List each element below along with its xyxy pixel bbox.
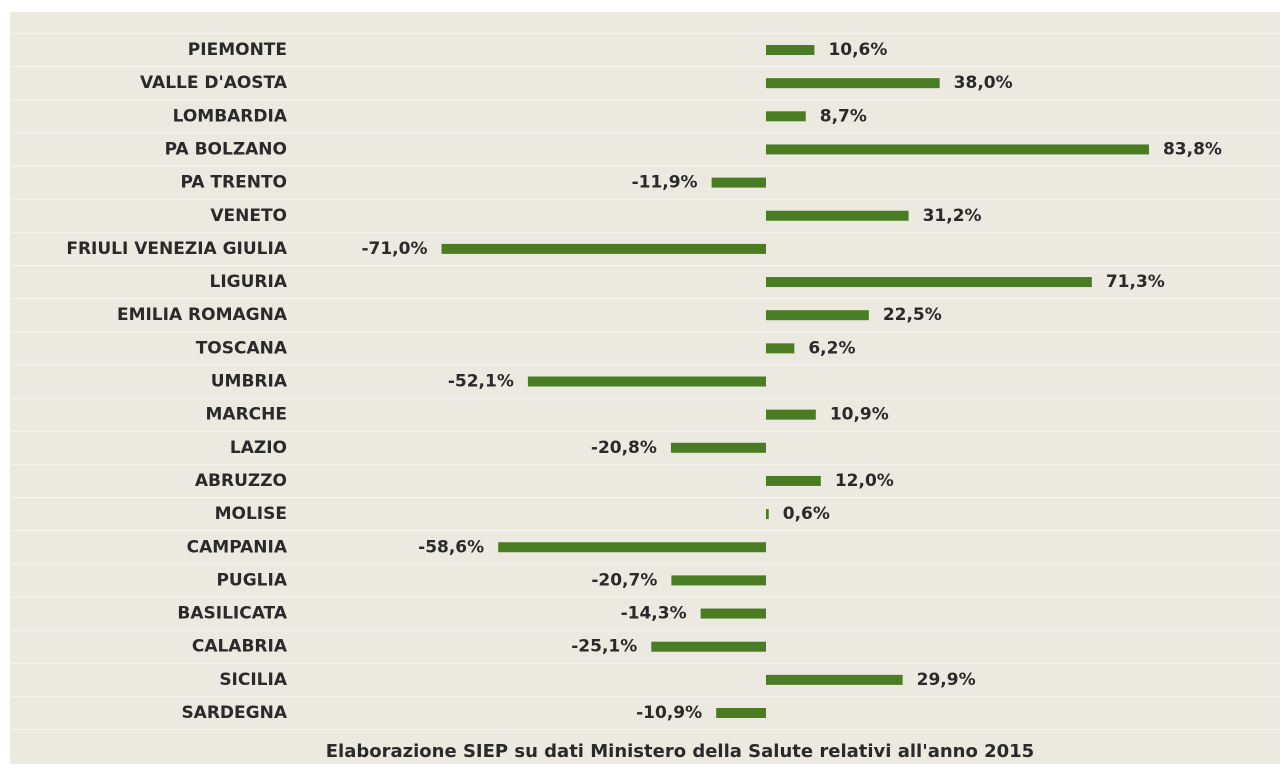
category-label: MARCHE — [206, 405, 287, 425]
category-label: LIGURIA — [210, 272, 288, 292]
bar — [766, 78, 940, 89]
bar — [766, 343, 795, 354]
bar — [766, 210, 909, 221]
value-label: 29,9% — [917, 670, 976, 690]
value-label: -10,9% — [636, 703, 702, 723]
bar — [766, 144, 1149, 155]
category-label: FRIULI VENEZIA GIULIA — [66, 239, 287, 259]
value-label: -52,1% — [448, 372, 514, 392]
bar — [651, 641, 766, 652]
value-label: -58,6% — [418, 537, 484, 557]
value-label: -20,7% — [591, 570, 657, 590]
category-label: PA TRENTO — [180, 173, 287, 193]
value-label: -71,0% — [361, 239, 427, 259]
value-label: 83,8% — [1163, 139, 1222, 159]
bar — [670, 442, 766, 453]
value-label: -20,8% — [591, 438, 657, 458]
value-label: 8,7% — [820, 106, 867, 126]
value-label: 71,3% — [1106, 272, 1165, 292]
category-label: TOSCANA — [196, 338, 288, 358]
category-label: EMILIA ROMAGNA — [117, 305, 288, 325]
category-label: VENETO — [210, 206, 287, 226]
category-label: UMBRIA — [211, 372, 288, 392]
bar — [766, 111, 806, 122]
value-label: 10,9% — [830, 405, 889, 425]
value-label: 12,0% — [835, 471, 894, 491]
category-label: MOLISE — [215, 504, 287, 524]
bar — [441, 243, 766, 254]
chart-caption: Elaborazione SIEP su dati Ministero dell… — [326, 741, 1034, 762]
bar — [711, 177, 766, 188]
bar — [766, 475, 821, 486]
category-label: VALLE D'AOSTA — [140, 73, 288, 93]
value-label: 6,2% — [808, 338, 855, 358]
category-label: ABRUZZO — [195, 471, 287, 491]
category-label: LAZIO — [230, 438, 287, 458]
bar — [671, 575, 766, 586]
category-label: PUGLIA — [216, 570, 287, 590]
bar — [527, 376, 766, 387]
value-label: 38,0% — [954, 73, 1013, 93]
category-label: CALABRIA — [192, 637, 288, 657]
category-label: PA BOLZANO — [165, 139, 287, 159]
category-label: LOMBARDIA — [173, 106, 288, 126]
bar — [766, 277, 1092, 288]
category-label: PIEMONTE — [188, 40, 287, 60]
bar — [766, 674, 903, 685]
bar — [766, 310, 869, 321]
category-label: SARDEGNA — [181, 703, 287, 723]
bar — [700, 608, 766, 619]
value-label: 22,5% — [883, 305, 942, 325]
value-label: -14,3% — [621, 604, 687, 624]
bar — [766, 45, 815, 55]
category-label: CAMPANIA — [187, 537, 288, 557]
plot-background — [10, 12, 1280, 764]
bar — [766, 509, 769, 520]
value-label: 0,6% — [783, 504, 830, 524]
bar — [716, 708, 766, 718]
value-label: -11,9% — [632, 173, 698, 193]
category-label: SICILIA — [219, 670, 288, 690]
bar — [766, 409, 816, 420]
value-label: 10,6% — [828, 40, 887, 60]
value-label: -25,1% — [571, 637, 637, 657]
value-label: 31,2% — [923, 206, 982, 226]
bar — [498, 542, 766, 553]
category-label: BASILICATA — [177, 604, 287, 624]
